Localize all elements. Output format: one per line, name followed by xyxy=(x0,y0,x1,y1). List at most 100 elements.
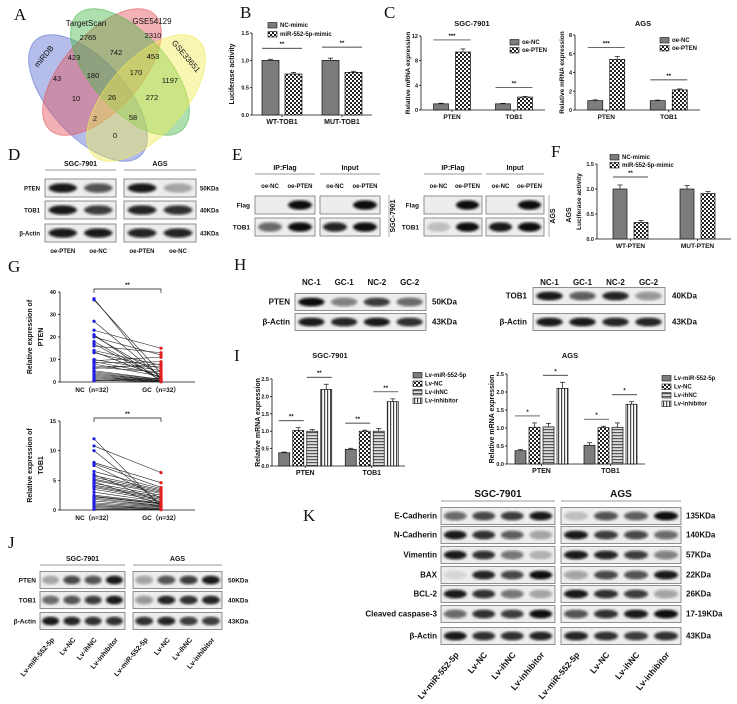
y-axis-label: TOB1 xyxy=(38,456,45,475)
panel-letter: G xyxy=(8,257,20,276)
pair-line xyxy=(93,341,162,379)
lane-label: oe-NC xyxy=(326,184,344,190)
legend-label: NC-mimic xyxy=(280,23,309,29)
pair-line xyxy=(93,477,162,492)
side-label: AGS xyxy=(566,207,573,223)
y-tick-label: 0.0 xyxy=(261,464,269,470)
molecular-weight-label: 50KDa xyxy=(228,578,249,585)
pair-line xyxy=(93,499,162,507)
legend-label: oe-NC xyxy=(522,40,540,46)
x-tick-label: TOB1 xyxy=(660,114,678,121)
protein-band xyxy=(443,609,467,619)
venn-count: 43 xyxy=(53,74,61,83)
pair-line xyxy=(93,378,162,382)
panel-letter: K xyxy=(303,506,316,525)
lane-label: Lv-miR-552-5p xyxy=(113,637,149,678)
blot-membrane xyxy=(440,605,556,623)
protein-band xyxy=(500,609,524,619)
protein-band xyxy=(201,575,220,585)
gc-point xyxy=(159,353,163,357)
y-axis-label: Relative expression of xyxy=(27,428,34,503)
molecular-weight-label: 40KDa xyxy=(228,598,249,605)
panel-letter: F xyxy=(551,142,560,161)
protein-band xyxy=(201,595,220,605)
legend-swatch xyxy=(267,22,278,29)
y-tick-label: 0.0 xyxy=(241,113,249,119)
molecular-weight-label: 40KDa xyxy=(672,292,697,301)
molecular-weight-label: 50KDa xyxy=(200,187,219,193)
pair-line xyxy=(93,462,162,483)
protein-band xyxy=(179,595,198,605)
protein-band xyxy=(517,200,542,210)
protein-band xyxy=(500,511,524,521)
gc-point xyxy=(159,471,163,475)
gc-point xyxy=(159,346,163,350)
protein-band xyxy=(396,297,423,307)
bar-nc-mimic-wt-pten xyxy=(612,188,628,240)
protein-band xyxy=(84,183,113,193)
blot-row-label: BCL-2 xyxy=(413,590,437,599)
significance-bracket xyxy=(93,288,162,293)
protein-band xyxy=(48,183,77,193)
bar-mir-552-5p-mimic-wt-pten xyxy=(633,222,649,240)
blot-membrane xyxy=(132,612,223,630)
pair-line xyxy=(93,494,162,504)
significance-label: * xyxy=(526,410,529,416)
y-tick-label: 0.5 xyxy=(496,444,504,450)
nc-point xyxy=(92,319,96,323)
significance-bracket xyxy=(93,417,162,422)
y-axis-label: Luciferase activity xyxy=(576,173,583,230)
blot-membrane xyxy=(440,627,556,645)
protein-band xyxy=(472,589,496,599)
nc-point xyxy=(92,344,96,348)
y-axis-label: Relative mRNA expression xyxy=(489,375,496,464)
protein-band xyxy=(564,609,588,619)
protein-band xyxy=(624,550,648,560)
legend-swatch xyxy=(609,154,620,161)
y-tick-label: 0.5 xyxy=(241,86,249,92)
lane-label: oe-NC xyxy=(492,184,510,190)
protein-band xyxy=(84,595,102,605)
protein-band xyxy=(654,609,678,619)
protein-band xyxy=(42,595,60,605)
blot-membrane xyxy=(440,526,556,544)
nc-point xyxy=(92,463,96,468)
y-tick-label: 0.0 xyxy=(496,462,504,468)
pair-line xyxy=(93,299,162,374)
protein-band xyxy=(654,570,678,580)
panel-letter: I xyxy=(234,346,240,365)
venn-count: 58 xyxy=(129,113,137,122)
y-tick-label: 1.5 xyxy=(586,162,594,168)
legend-swatch xyxy=(659,45,670,52)
protein-band xyxy=(654,589,678,599)
blot-membrane xyxy=(560,585,682,603)
y-tick-label: 4 xyxy=(415,83,419,89)
y-tick-label: 12 xyxy=(412,34,418,40)
bar-oe-nc-tob1 xyxy=(649,100,666,111)
venn-count: 2765 xyxy=(80,33,97,42)
blot-row-label: E-Cadherin xyxy=(394,512,437,521)
lane-label: Lv-ihNC xyxy=(489,650,518,681)
y-tick-label: 0.5 xyxy=(586,212,594,218)
blot-row-label: β-Actin xyxy=(262,318,290,327)
bar-oe-pten-pten xyxy=(455,51,471,111)
bar-nc-mimic-mut-tob1 xyxy=(321,59,340,116)
legend-label: Lv-miR-552-5p xyxy=(425,373,467,379)
protein-band xyxy=(472,550,496,560)
protein-band xyxy=(163,183,193,193)
y-tick-label: 0.0 xyxy=(586,237,594,243)
gc-point xyxy=(159,360,163,364)
protein-band xyxy=(624,511,648,521)
protein-band xyxy=(443,570,467,580)
pair-line xyxy=(93,352,162,369)
y-axis-label: PTEN xyxy=(38,328,45,347)
protein-band xyxy=(443,530,467,540)
protein-band xyxy=(353,222,377,232)
blot-membrane xyxy=(294,293,427,311)
venn-count: 453 xyxy=(147,52,160,61)
lane-label: oe-PTEN xyxy=(455,184,480,190)
y-tick-label: 1.0 xyxy=(261,429,269,435)
protein-band xyxy=(529,589,553,599)
significance-label: ** xyxy=(317,371,322,377)
nc-point xyxy=(92,379,96,383)
